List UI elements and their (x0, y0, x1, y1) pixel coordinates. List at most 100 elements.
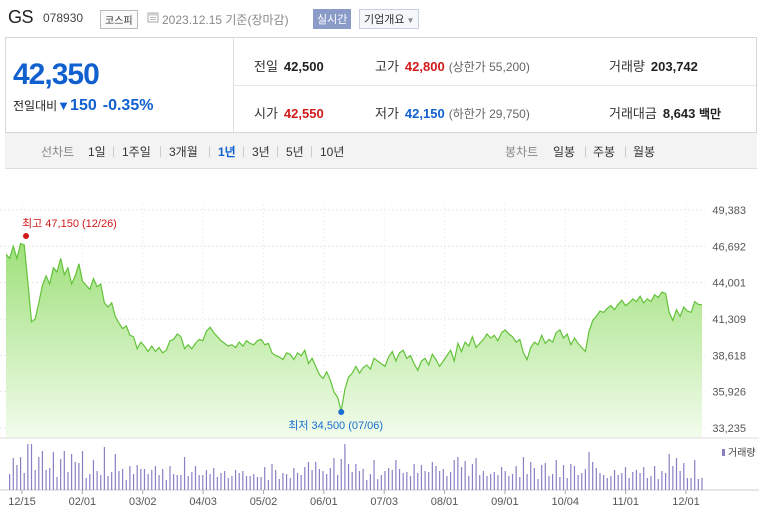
market-badge: 코스피 (100, 10, 138, 29)
volume-bar (697, 479, 699, 490)
volume-bar (289, 478, 291, 490)
volume-bar (333, 458, 335, 490)
volume-bar (180, 475, 182, 490)
tab-monthly[interactable]: 월봉 (633, 145, 656, 159)
volume-bar (650, 476, 652, 490)
volume-bar (610, 476, 612, 490)
volume-bar (296, 473, 299, 490)
volume-bar (373, 460, 375, 490)
tab-weekly[interactable]: 주봉 (593, 145, 616, 159)
volume-bar (74, 462, 76, 490)
volume-bar (439, 471, 441, 490)
volume-bar (267, 480, 269, 490)
divider (585, 146, 586, 157)
volume-bar (661, 471, 663, 490)
x-tick-label: 07/03 (370, 496, 398, 508)
volume-bar (362, 469, 364, 490)
volume-bar (479, 475, 481, 490)
volume-bar (49, 468, 51, 490)
volume-bar (581, 473, 583, 490)
volume-bar (307, 462, 310, 490)
volume-bar (592, 462, 594, 490)
volume-bar (686, 478, 689, 490)
x-tick-label: 09/01 (491, 496, 519, 508)
volume-bar (12, 458, 14, 490)
turnover-unit: 백만 (699, 107, 722, 121)
volume-bar (482, 471, 484, 490)
volume-bar (632, 472, 634, 490)
volume-bar (224, 471, 226, 490)
volume-bar (38, 457, 40, 490)
volume-bar (519, 477, 521, 490)
volume-bar (468, 476, 470, 490)
volume-bar (533, 468, 535, 490)
tab-1d[interactable]: 1일 (88, 145, 106, 159)
upper-limit: (상한가 55,200) (448, 60, 530, 74)
company-info-dropdown[interactable]: 기업개요 ▼ (359, 9, 420, 29)
volume-bar (30, 444, 33, 490)
volume-bar (125, 480, 127, 490)
volume-bar (384, 471, 386, 490)
volume-bar (191, 472, 193, 490)
realtime-button[interactable]: 실시간 (313, 9, 352, 29)
tab-daily[interactable]: 일봉 (553, 145, 576, 159)
volume-bar (245, 476, 248, 490)
volume-bar (449, 472, 452, 490)
volume-bar (639, 473, 641, 490)
volume-bar (530, 462, 532, 490)
tab-3m[interactable]: 3개월 (169, 145, 198, 159)
volume-bar (431, 462, 433, 490)
volume-bar (406, 472, 408, 490)
volume-bar (679, 471, 681, 490)
volume-bar (275, 470, 277, 490)
volume-bar (213, 468, 215, 490)
volume-bar (169, 466, 171, 490)
volume-bar (63, 451, 65, 490)
volume-bar (486, 476, 488, 490)
volume-bar (165, 480, 167, 490)
volume-bar (173, 474, 175, 490)
y-tick-label: 46,692 (712, 241, 746, 253)
volume-bar (216, 477, 218, 490)
price-line (5, 242, 703, 412)
prev-close-cell: 전일 42,500 (254, 56, 324, 75)
volume-bar (67, 472, 69, 490)
volume-bar (81, 451, 84, 490)
volume-legend: 거래량 (728, 447, 756, 459)
base-date: 2023.12.15 기준(장마감) (162, 13, 289, 27)
volume-bar (238, 473, 240, 490)
tab-3y[interactable]: 3년 (252, 145, 270, 159)
high-value: 42,800 (404, 59, 445, 74)
divider (625, 146, 626, 157)
volume-bar (657, 479, 659, 490)
volume-bar (143, 469, 146, 490)
x-tick-label: 06/01 (310, 496, 338, 508)
volume-bar (526, 474, 528, 490)
company-info-label: 기업개요 (364, 14, 405, 26)
volume-bar (624, 467, 627, 490)
divider (160, 146, 161, 157)
chevron-down-icon: ▼ (406, 16, 415, 25)
volume-bar (231, 476, 233, 490)
turnover-cell: 거래대금 8,643 백만 (609, 103, 721, 122)
divider (311, 146, 312, 157)
volume-bar (453, 460, 455, 490)
tab-1y[interactable]: 1년 (218, 145, 236, 159)
price-summary: 42,350 전일대비▼150 -0.35% 전일 42,500 시가 42,550 … (5, 37, 757, 133)
volume-bar (329, 468, 331, 490)
min-point (338, 409, 345, 415)
divider (277, 146, 278, 157)
y-tick-label: 49,383 (712, 205, 746, 217)
y-axis: 49,383 46,692 44,001 41,309 38,618 35,926 33,2… (712, 205, 746, 435)
volume-bar (490, 474, 492, 490)
volume-bar (500, 467, 503, 490)
tab-10y[interactable]: 10년 (320, 145, 345, 159)
volume-bar (340, 459, 342, 490)
tab-5y[interactable]: 5년 (286, 145, 304, 159)
volume-bar (511, 474, 514, 490)
volume-bar (675, 458, 678, 490)
tab-1w[interactable]: 1주일 (122, 145, 151, 159)
volume-bar (260, 477, 262, 490)
volume-bar (595, 468, 597, 490)
volume-bar (34, 470, 36, 490)
